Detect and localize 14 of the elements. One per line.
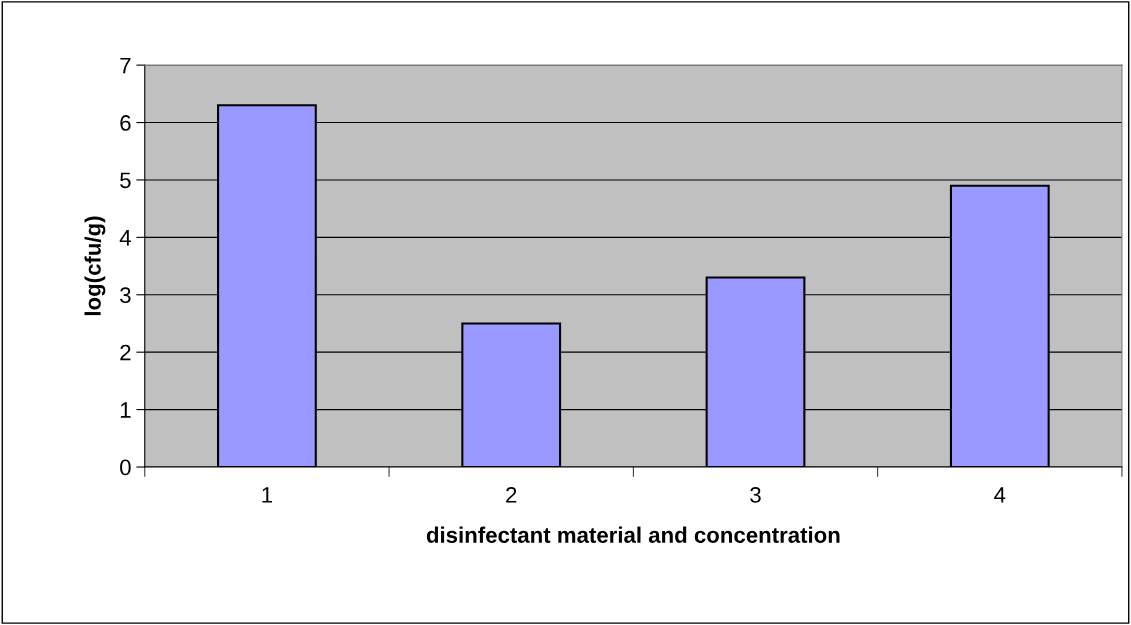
x-tick-label: 1 xyxy=(262,487,273,503)
y-tick-label: 4 xyxy=(119,230,131,246)
y-tick-label: 5 xyxy=(120,172,131,189)
x-tick-label: 3 xyxy=(750,487,761,503)
x-tick-label: 4 xyxy=(994,487,1006,503)
x-tick-label: 2 xyxy=(506,487,517,503)
x-axis-title: disinfectant material and concentration xyxy=(426,526,840,543)
y-tick-label: 2 xyxy=(120,344,131,361)
y-tick-label: 0 xyxy=(120,459,131,476)
y-tick-label: 1 xyxy=(120,402,131,418)
y-tick-label: 3 xyxy=(120,287,131,304)
y-tick-label: 6 xyxy=(120,115,131,131)
y-axis-title: log(cfu/g) xyxy=(84,216,106,316)
y-tick-label: 7 xyxy=(120,57,131,74)
